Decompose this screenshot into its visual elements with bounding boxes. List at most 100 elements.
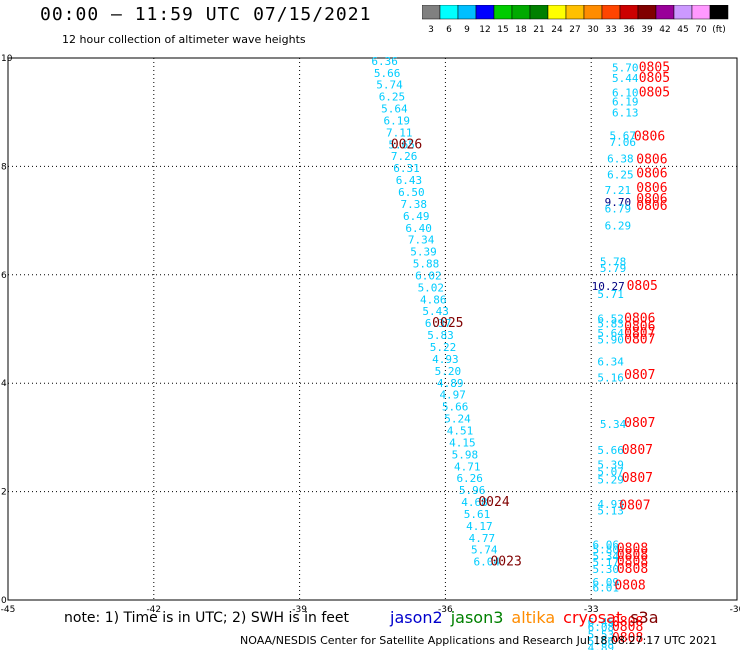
wave-height-label: 5.67 [610, 130, 637, 143]
wave-height-label: 5.66 [597, 444, 624, 457]
pass-time-label: 0805 [627, 279, 658, 294]
pass-time-label: 0026 [391, 137, 422, 152]
wave-height-label: 5.61 [464, 508, 491, 521]
wave-height-label: 6.08 [588, 621, 615, 634]
chart-title: 00:00 – 11:59 UTC 07/15/2021 [40, 4, 372, 25]
x-tick-label: -33 [584, 605, 599, 615]
color-swatch [709, 5, 729, 20]
wave-height-label: 9.70 [605, 196, 632, 209]
color-scale-label: 15 [497, 25, 508, 35]
wave-height-label: 6.06 [593, 538, 620, 551]
pass-time-label: 0808 [612, 620, 643, 635]
wave-height-label: 5.96 [459, 484, 486, 497]
wave-height-label: 5.79 [600, 262, 627, 275]
wave-height-label: 7.26 [391, 150, 418, 163]
y-tick-label: 0 [1, 596, 7, 606]
color-scale-label: 18 [515, 25, 527, 35]
footnote: note: 1) Time is in UTC; 2) SWH is in fe… [64, 610, 350, 626]
color-scale-label: 24 [551, 25, 563, 35]
wave-height-label: 6.29 [605, 220, 632, 233]
wave-height-label: 6.26 [456, 472, 483, 485]
pass-time-label: 0806 [624, 319, 655, 334]
wave-height-label: 6.19 [384, 114, 411, 127]
wave-height-label: 5.74 [471, 544, 498, 557]
pass-time-label: 0806 [636, 167, 667, 182]
x-tick-label: -39 [292, 605, 307, 615]
wave-height-label: 6.09 [593, 576, 620, 589]
wave-height-label: 7.34 [408, 234, 435, 247]
wave-height-label: 5.39 [410, 246, 437, 259]
pass-time-label: 0808 [617, 542, 648, 557]
wave-height-label: 5.66 [374, 67, 401, 80]
wave-height-label: 5.83 [597, 318, 624, 331]
pass-time-label: 0025 [432, 316, 463, 331]
color-scale-label: 9 [464, 25, 470, 35]
wave-height-label: 6.38 [607, 152, 634, 165]
pass-time-label: 0807 [624, 416, 655, 431]
wave-height-label: 5.53 [588, 628, 615, 641]
color-scale-bar: 3 6 9 12 15 18 21 24 27 30 33 36 39 42 45 70 (ft) [422, 5, 729, 35]
legend-item-cryosat: cryosat [563, 608, 623, 627]
wave-height-label: 5.88 [413, 258, 440, 271]
wave-height-label: 5.30 [593, 563, 620, 576]
wave-height-label: 6.10 [612, 86, 639, 99]
legend-item-jason2: jason2 [390, 608, 443, 627]
wave-height-label: 7.38 [401, 198, 428, 211]
wave-height-label: 5.29 [597, 473, 624, 486]
wave-height-label: 6.40 [405, 222, 432, 235]
wave-height-label: 6.34 [597, 356, 624, 369]
color-scale-label: 21 [533, 25, 544, 35]
x-tick-label: -36 [438, 605, 453, 615]
pass-time-label: 0807 [624, 326, 655, 341]
wave-height-label: 5.24 [444, 413, 471, 426]
color-scale-label: 45 [677, 25, 688, 35]
wave-height-label: 6.02 [415, 269, 442, 282]
wave-height-label: 6.25 [607, 169, 634, 182]
pass-time-label: 0807 [624, 368, 655, 383]
wave-height-label: 5.98 [452, 448, 479, 461]
pass-time-label: 0806 [636, 199, 667, 214]
wave-height-label: 5.13 [597, 505, 624, 518]
pass-time-label: 0023 [490, 555, 521, 570]
wave-height-label: 5.64 [381, 103, 408, 116]
wave-height-label: 4.89 [588, 641, 615, 650]
wave-height-label: 7.21 [605, 184, 632, 197]
wave-height-label: 6.50 [398, 186, 425, 199]
pass-time-label: 0807 [622, 471, 653, 486]
pass-time-label: 0806 [636, 181, 667, 196]
color-scale-label: 39 [641, 25, 653, 35]
wave-height-label: 5.44 [612, 72, 639, 85]
pass-time-label: 0805 [639, 71, 670, 86]
wave-height-label: 5.70 [612, 61, 639, 74]
color-scale-label: 42 [659, 25, 670, 35]
x-tick-label: -30 [730, 605, 740, 615]
wave-height-label: 10.27 [592, 280, 625, 293]
x-tick-label: -45 [1, 605, 16, 615]
color-scale-label: 6 [446, 25, 452, 35]
wave-height-label: 6.43 [396, 174, 423, 187]
wave-height-label: 4.86 [420, 293, 447, 306]
wave-height-label: 5.80 [593, 544, 620, 557]
y-tick-label: 2 [1, 488, 7, 498]
wave-height-label: 5.34 [600, 418, 627, 431]
wave-height-label: 6.52 [597, 312, 624, 325]
wave-height-label: 5.17 [593, 556, 620, 569]
color-scale-label: 27 [569, 25, 580, 35]
wave-height-label: 5.66 [442, 401, 469, 414]
wave-height-label: 5.16 [597, 371, 624, 384]
wave-height-label: 5.90 [597, 333, 624, 346]
pass-time-label: 0024 [478, 495, 509, 510]
satellite-legend: jason2 jason3 altika cryosat s3a [390, 608, 667, 627]
wave-height-label: 6.45 [588, 616, 615, 629]
wave-height-label: 6.13 [612, 106, 639, 119]
color-scale-label: 12 [479, 25, 490, 35]
wave-height-label: 5.20 [435, 365, 462, 378]
wave-height-label: 6.36 [371, 55, 398, 68]
color-scale-label: 36 [623, 25, 635, 35]
y-tick-label: 4 [1, 379, 7, 389]
color-scale-label: 33 [605, 25, 616, 35]
wave-height-label: 5.78 [600, 255, 627, 268]
legend-item-altika: altika [511, 608, 556, 627]
wave-height-label: 5.07 [597, 466, 624, 479]
pass-time-label: 0807 [624, 332, 655, 347]
